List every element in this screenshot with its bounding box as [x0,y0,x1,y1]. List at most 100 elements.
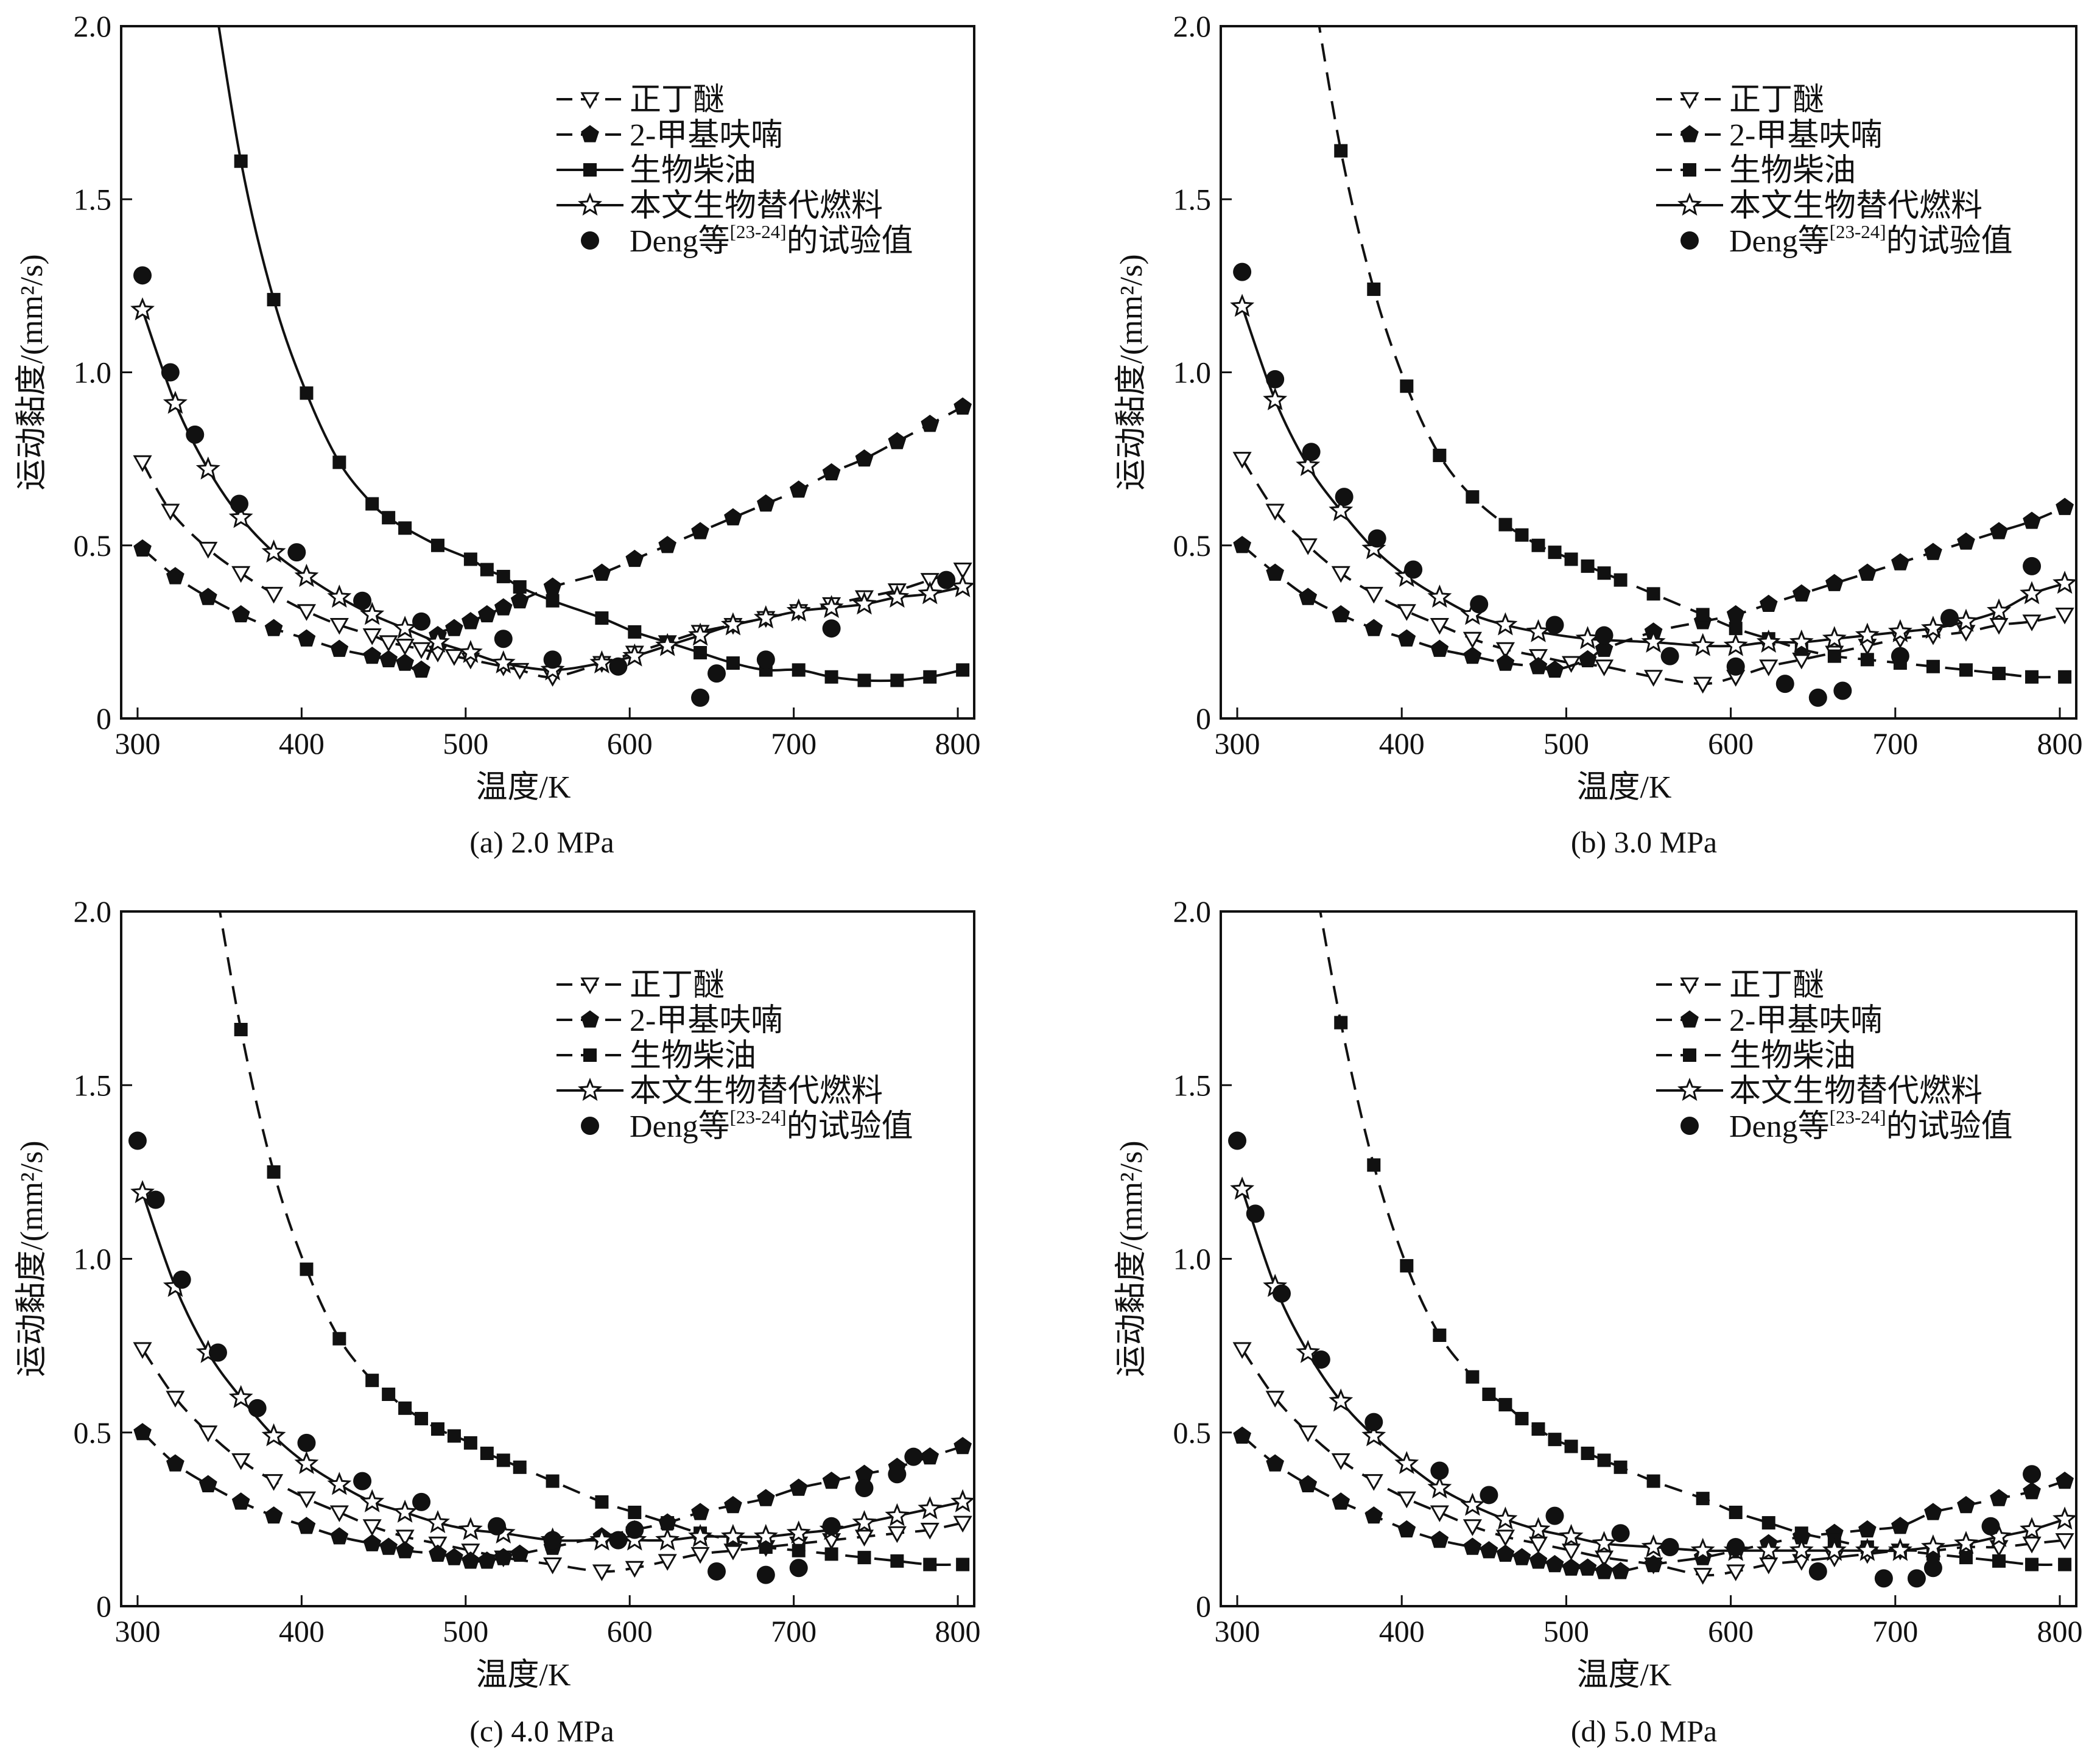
legend-entry: 生物柴油 [557,153,756,188]
data-point [398,1401,412,1415]
data-point [1641,629,1666,653]
y-tick-label: 0 [96,1589,111,1623]
data-point [628,625,642,639]
data-point [287,543,306,562]
data-point [395,1529,415,1547]
data-point [1364,586,1383,604]
data-point [789,1478,808,1496]
legend-entry: 本文生物替代燃料 [557,189,883,223]
data-point [1394,1451,1419,1475]
data-point [1230,293,1255,317]
data-point [1578,1558,1597,1576]
data-point [1564,1439,1578,1453]
data-point [382,511,396,525]
data-point [382,1387,396,1401]
data-point [1888,619,1912,642]
data-point [1493,1506,1518,1530]
data-point [1298,1425,1318,1442]
legend-marker [581,125,599,142]
data-point [854,1529,874,1547]
series-5 [133,266,956,707]
data-point [412,660,430,678]
data-point [487,1517,506,1536]
data-point [888,1465,907,1484]
data-point [1463,1537,1482,1555]
data-point [890,673,904,687]
legend-label: Deng等[23-24]的试验值 [1729,221,2013,259]
legend-marker [581,231,599,250]
panel-caption: (b) 3.0 MPa [1571,825,1717,859]
data-point [1466,490,1480,504]
y-tick-label: 1.5 [1173,182,1212,216]
data-point [264,619,283,636]
data-point [447,1429,461,1443]
data-point [1480,1541,1498,1559]
series-5 [1228,1131,2042,1588]
data-point [822,463,841,480]
data-point [1992,667,2006,681]
y-tick-label: 0.5 [74,1416,112,1450]
legend-label: 本文生物替代燃料 [1729,1074,1982,1109]
data-point [1959,663,1973,677]
data-point [1266,563,1284,581]
data-point [234,1022,248,1036]
series-4 [1230,293,2076,656]
data-point [953,563,972,580]
series-4 [130,297,974,681]
data-point [1822,626,1847,650]
data-point [921,1447,939,1465]
x-tick-label: 700 [771,1614,816,1648]
data-point [412,612,431,631]
data-point [543,650,562,669]
data-point [2055,607,2074,625]
data-point [753,1523,778,1547]
data-point [1329,1388,1354,1412]
data-point [195,456,220,480]
data-point [546,594,560,608]
data-point [1367,283,1381,297]
x-tick-label: 300 [114,1614,160,1648]
data-point [1924,1503,1942,1520]
x-tick-label: 400 [1379,1614,1425,1648]
legend-marker [1680,1010,1699,1028]
data-point [1427,585,1452,608]
data-point [953,1515,972,1533]
data-point [130,297,155,321]
data-point [1545,616,1564,634]
data-point [2058,670,2072,684]
data-point [494,598,513,616]
data-point [2023,1465,2042,1484]
data-point [950,1489,974,1512]
data-point [1302,443,1321,462]
data-point [1990,1489,2008,1506]
data-point [393,616,418,639]
data-point [332,1332,346,1346]
data-point [721,1523,745,1547]
data-point [1463,647,1482,664]
data-point [690,1547,710,1564]
data-point [1463,1519,1482,1536]
series-line [1241,1188,2065,1553]
x-tick-label: 500 [1543,726,1589,760]
legend-entry: 2-甲基呋喃 [557,1003,782,1038]
x-axis-title: 温度/K [476,770,571,805]
data-point [1953,1531,1978,1554]
data-point [1495,1529,1515,1547]
data-point [267,1165,281,1179]
data-point [1891,647,1909,665]
data-point [1364,1506,1383,1524]
data-point [1729,622,1743,636]
data-point [365,497,379,511]
data-point [1400,379,1414,393]
data-point [1498,518,1512,532]
data-point [622,643,647,667]
data-point [1466,1370,1480,1384]
data-point [1232,1342,1252,1359]
data-point [494,1548,513,1565]
panel-caption: (d) 5.0 MPa [1571,1714,1717,1748]
legend-marker [581,1010,599,1028]
data-point [1545,1554,1564,1573]
data-point [688,1523,712,1547]
